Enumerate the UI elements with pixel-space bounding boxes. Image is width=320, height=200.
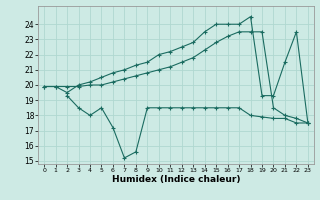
X-axis label: Humidex (Indice chaleur): Humidex (Indice chaleur) [112,175,240,184]
